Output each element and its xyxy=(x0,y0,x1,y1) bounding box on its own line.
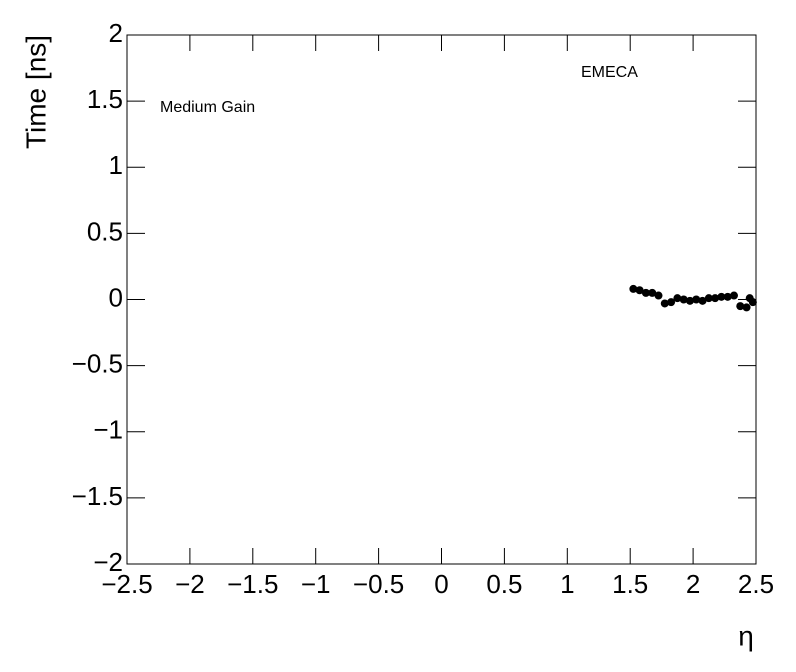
x-axis-title: η xyxy=(738,620,754,651)
y-tick-label: 0 xyxy=(109,282,123,312)
marker xyxy=(679,295,688,304)
marker xyxy=(654,291,663,300)
x-tick-label: 0.5 xyxy=(486,569,522,599)
marker xyxy=(673,294,682,303)
y-tick-label: 2 xyxy=(109,18,123,48)
x-tick-label: −2.5 xyxy=(101,569,152,599)
marker xyxy=(648,288,657,297)
x-tick-label: 1.5 xyxy=(612,569,648,599)
marker xyxy=(692,295,701,304)
y-tick-label: 0.5 xyxy=(87,216,123,246)
marker xyxy=(723,292,732,301)
y-tick-label: −1 xyxy=(93,415,123,445)
y-tick-label: 1 xyxy=(109,150,123,180)
x-tick-label: 2.5 xyxy=(738,569,774,599)
x-tick-label: −2 xyxy=(175,569,205,599)
x-tick-label: 0 xyxy=(434,569,448,599)
x-tick-label: 1 xyxy=(560,569,574,599)
marker xyxy=(704,294,713,303)
y-tick-label: −1.5 xyxy=(72,481,123,511)
x-tick-label: 2 xyxy=(686,569,700,599)
x-tick-label: −1 xyxy=(301,569,331,599)
marker xyxy=(711,294,720,303)
x-tick-label: −1.5 xyxy=(227,569,278,599)
marker xyxy=(742,303,751,312)
y-tick-label: −2 xyxy=(93,547,123,577)
marker xyxy=(685,296,694,305)
marker xyxy=(698,296,707,305)
marker xyxy=(641,288,650,297)
annotation: EMECA xyxy=(581,64,638,81)
marker xyxy=(629,284,638,293)
marker xyxy=(717,292,726,301)
marker xyxy=(660,299,669,308)
marker xyxy=(667,298,676,307)
marker xyxy=(635,286,644,295)
y-axis-title: Time [ns] xyxy=(20,35,51,149)
y-tick-label: 1.5 xyxy=(87,84,123,114)
annotation: Medium Gain xyxy=(160,99,255,116)
marker xyxy=(736,302,745,311)
marker xyxy=(748,298,757,307)
x-tick-label: −0.5 xyxy=(353,569,404,599)
marker xyxy=(729,291,738,300)
y-tick-label: −0.5 xyxy=(72,349,123,379)
